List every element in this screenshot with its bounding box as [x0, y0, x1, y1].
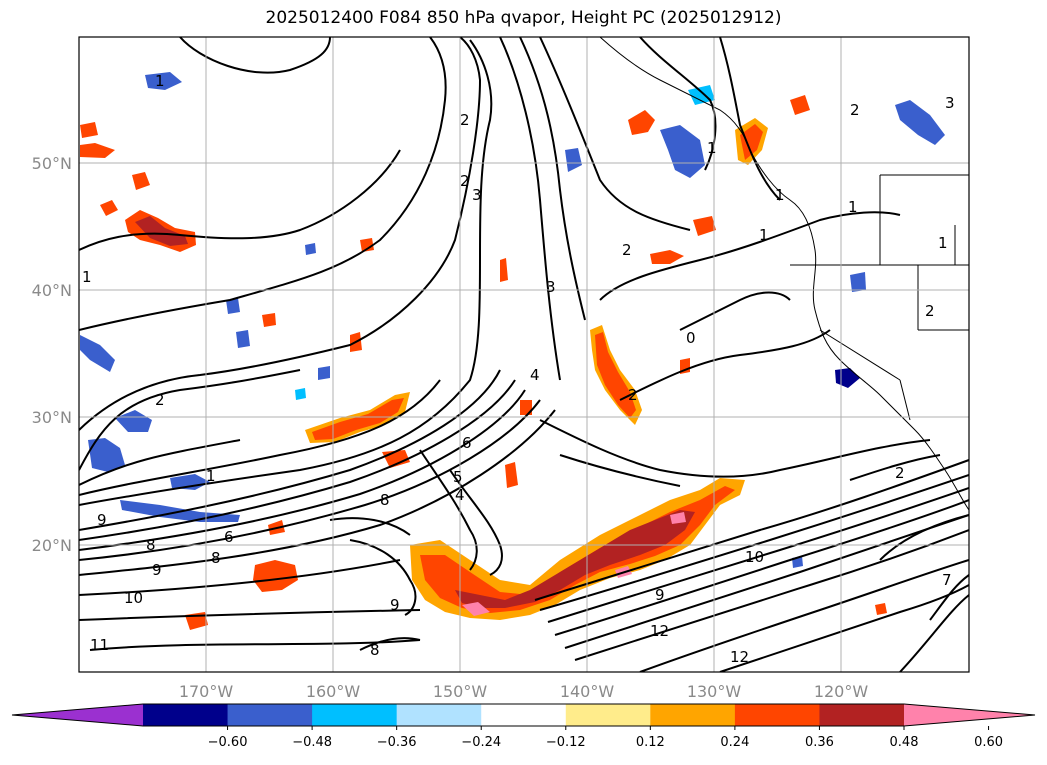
graticule: [79, 37, 969, 672]
contour-label: 2: [622, 241, 632, 259]
contour-label: 2: [155, 391, 165, 409]
contour-label: 1: [707, 139, 717, 157]
contour-label: 2: [850, 101, 860, 119]
contour-label: 1: [82, 268, 92, 286]
colorbar-segment: [312, 704, 398, 726]
lon-label: 160°W: [306, 682, 361, 701]
colorbar-tick-label: −0.24: [461, 735, 501, 750]
contour-labels: 1 2 2 3 1 1 2 1 3 1 2 3 2 0 1 2 4 6 4 5 …: [82, 72, 955, 666]
longitude-labels: 170°W 160°W 150°W 140°W 130°W 120°W: [179, 682, 869, 701]
colorbar-segment: [227, 704, 313, 726]
colorbar-segment: [396, 704, 482, 726]
contour-label: 0: [686, 329, 696, 347]
colorbar-segment: [481, 704, 567, 726]
lat-label: 20°N: [32, 536, 72, 555]
contour-label: 1: [775, 186, 785, 204]
lat-label: 50°N: [32, 154, 72, 173]
colorbar-tick-label: −0.48: [292, 735, 332, 750]
lat-label: 40°N: [32, 281, 72, 300]
colorbar-tick-label: 0.12: [636, 735, 665, 750]
contour-label: 1: [206, 467, 216, 485]
contour-label: 8: [370, 641, 380, 659]
colorbar-tick-label: −0.60: [208, 735, 248, 750]
colorbar-segment: [565, 704, 651, 726]
latitude-labels: 50°N 40°N 30°N 20°N: [32, 154, 72, 555]
contour-label: 12: [650, 622, 669, 640]
contour-label: 1: [848, 198, 858, 216]
lat-label: 30°N: [32, 408, 72, 427]
lon-label: 120°W: [814, 682, 869, 701]
contour-label: 8: [211, 549, 221, 567]
contour-label: 9: [97, 511, 107, 529]
contour-label: 8: [146, 536, 156, 554]
contour-label: 2: [895, 464, 905, 482]
contour-label: 11: [90, 636, 109, 654]
contour-label: 4: [455, 486, 465, 504]
contour-label: 4: [530, 366, 540, 384]
contour-label: 5: [453, 468, 463, 486]
contour-label: 3: [546, 278, 556, 296]
contour-label: 9: [390, 596, 400, 614]
colorbar-tick-label: 0.60: [974, 735, 1003, 750]
contour-label: 8: [380, 491, 390, 509]
contour-label: 9: [152, 561, 162, 579]
colorbar-tick-label: −0.12: [546, 735, 586, 750]
colorbar-extend-low: [12, 704, 143, 726]
contour-label: 3: [472, 186, 482, 204]
map-frame: [78, 36, 970, 673]
contour-label: 7: [942, 571, 952, 589]
colorbar-tick-label: 0.24: [720, 735, 749, 750]
map-plot: 1 2 2 3 1 1 2 1 3 1 2 3 2 0 1 2 4 6 4 5 …: [79, 37, 969, 672]
colorbar-tick-label: 0.36: [805, 735, 834, 750]
colorbar-segment: [819, 704, 905, 726]
contour-label: 2: [460, 172, 470, 190]
contour-label: 6: [224, 528, 234, 546]
contour-label: 10: [124, 589, 143, 607]
colorbar-segment: [734, 704, 820, 726]
contour-label: 2: [628, 386, 638, 404]
map-title: 2025012400 F084 850 hPa qvapor, Height P…: [265, 8, 782, 28]
contour-label: 12: [730, 648, 749, 666]
contour-label: 6: [462, 434, 472, 452]
contour-label: 3: [945, 94, 955, 112]
contour-label: 1: [938, 234, 948, 252]
colorbar-tick-label: −0.36: [377, 735, 417, 750]
lon-label: 170°W: [179, 682, 234, 701]
colorbar-segment: [143, 704, 229, 726]
colorbar-outline: [11, 703, 1036, 727]
lon-label: 130°W: [687, 682, 742, 701]
lon-label: 150°W: [433, 682, 488, 701]
contour-label: 2: [925, 302, 935, 320]
lon-label: 140°W: [560, 682, 615, 701]
colorbar-tick-label: 0.48: [890, 735, 919, 750]
contour-label: 9: [655, 586, 665, 604]
coastlines: [599, 37, 969, 511]
contour-label: 2: [460, 111, 470, 129]
contour-label: 1: [155, 72, 165, 90]
colorbar: −0.60 −0.48 −0.36 −0.24 −0.12 0.12 0.24 0.36 0.4…: [11, 703, 1036, 750]
colorbar-extend-high: [904, 704, 1035, 726]
contour-label: 10: [745, 548, 764, 566]
contour-label: 1: [759, 226, 769, 244]
colorbar-segment: [650, 704, 736, 726]
